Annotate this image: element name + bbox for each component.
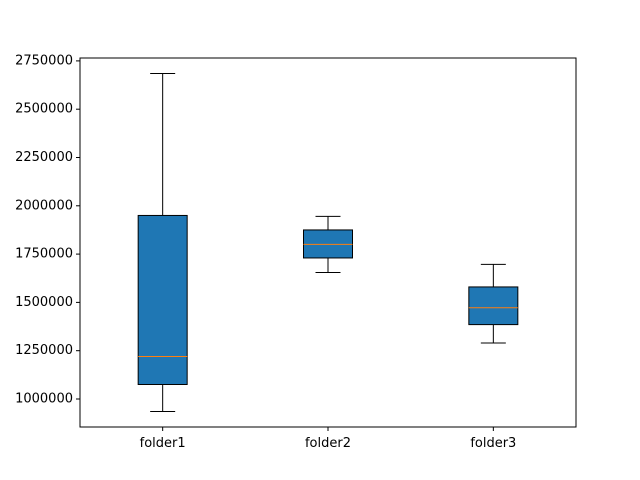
x-tick-label-folder2: folder2	[305, 436, 351, 451]
box-iqr	[137, 214, 188, 385]
box-group-folder2	[303, 215, 353, 273]
box-group-folder3	[468, 263, 519, 344]
boxes-layer	[137, 72, 519, 413]
y-tick-label: 2750000	[15, 53, 73, 68]
x-tick-label-folder3: folder3	[470, 436, 516, 451]
x-tick-label-folder1: folder1	[140, 436, 186, 451]
y-tick-label: 1000000	[15, 391, 73, 406]
y-tick-label: 1500000	[15, 295, 73, 310]
y-tick-label: 2250000	[15, 150, 73, 165]
y-tick-label: 2000000	[15, 198, 73, 213]
y-tick-label: 2500000	[15, 102, 73, 117]
y-tick-label: 1750000	[15, 247, 73, 262]
box-iqr	[468, 286, 519, 326]
y-tick-label: 1250000	[15, 343, 73, 358]
box-group-folder1	[137, 72, 188, 413]
plot-area-frame	[79, 57, 577, 428]
ticks-layer: 1000000 1250000 1500000 1750000 2000000 22500…	[15, 53, 516, 451]
